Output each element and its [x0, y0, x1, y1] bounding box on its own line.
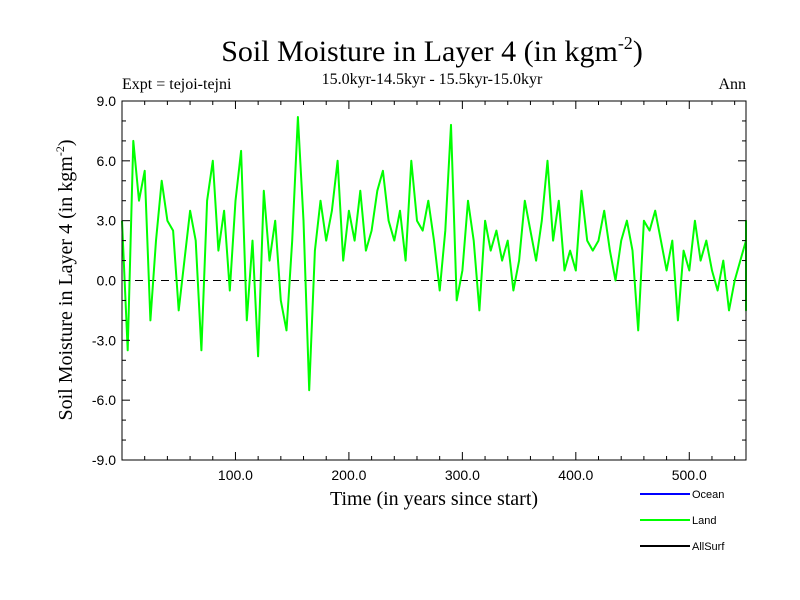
x-tick-label: 300.0: [445, 467, 480, 483]
legend-label-ocean: Ocean: [692, 489, 724, 501]
x-tick-label: 400.0: [558, 467, 593, 483]
chart-subtitle: 15.0kyr-14.5kyr - 15.5kyr-15.0kyr: [322, 71, 543, 88]
y-tick-label: -6.0: [92, 392, 116, 408]
experiment-label: Expt = tejoi-tejni: [122, 76, 232, 93]
legend-label-land: Land: [692, 515, 716, 527]
y-tick-label: 3.0: [97, 213, 117, 229]
y-tick-label: -3.0: [92, 332, 116, 348]
series-line-land: [121, 116, 747, 392]
x-axis-label: Time (in years since start): [330, 488, 538, 510]
y-tick-label: 0.0: [97, 273, 117, 289]
legend-label-allsurf: AllSurf: [692, 541, 725, 553]
y-tick-label: 6.0: [97, 153, 117, 169]
chart-title: Soil Moisture in Layer 4 (in kgm-2): [221, 33, 643, 68]
y-axis-label: Soil Moisture in Layer 4 (in kgm-2): [53, 139, 77, 420]
y-tick-label: -9.0: [92, 452, 116, 468]
x-tick-label: 500.0: [672, 467, 707, 483]
x-tick-label: 100.0: [218, 467, 253, 483]
y-tick-label: 9.0: [97, 93, 117, 109]
x-tick-label: 200.0: [331, 467, 366, 483]
season-label: Ann: [718, 76, 746, 93]
legend: Ocean Land AllSurf: [640, 489, 725, 553]
